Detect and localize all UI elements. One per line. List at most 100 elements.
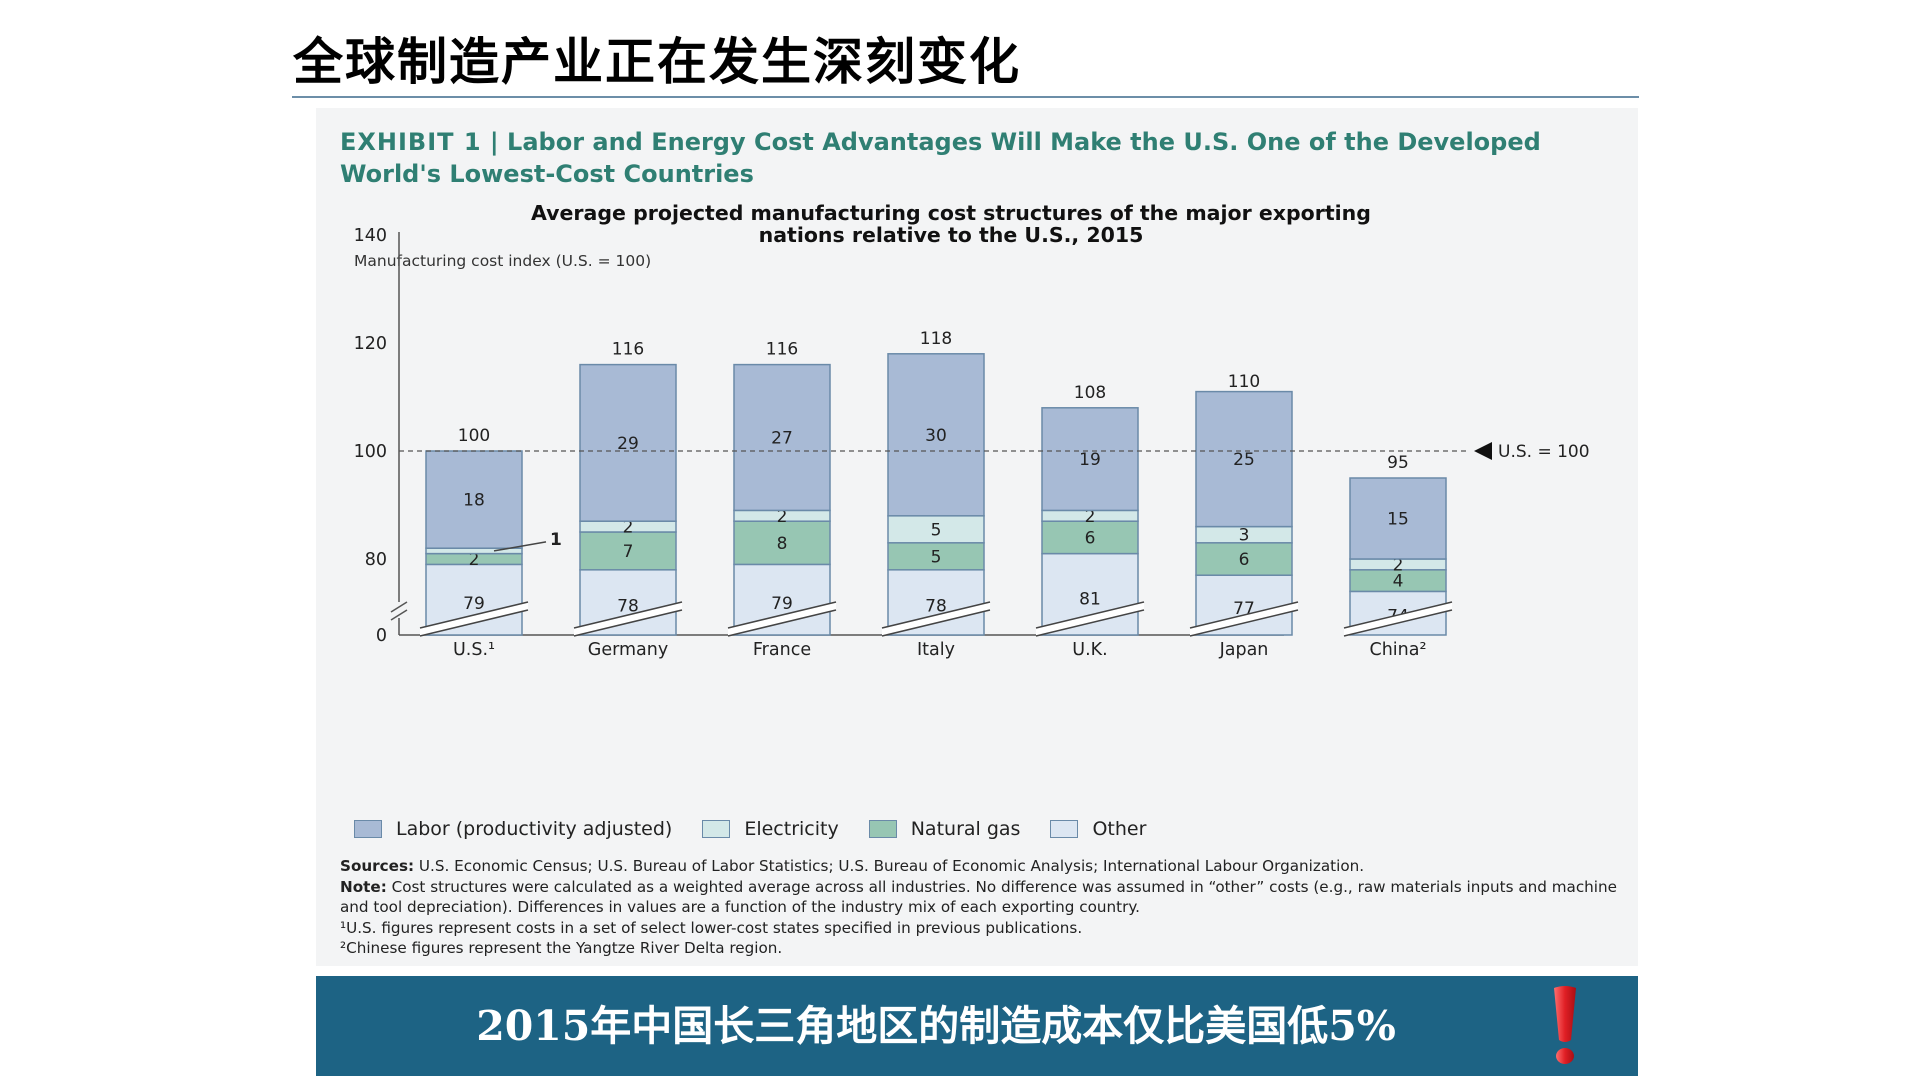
- chart-legend: Labor (productivity adjusted) Electricity…: [354, 818, 1176, 840]
- data-label: 2: [1085, 507, 1096, 527]
- data-label: 2: [777, 507, 788, 527]
- footnote-us: ¹U.S. figures represent costs in a set o…: [340, 918, 1083, 937]
- legend-item: Other: [1050, 818, 1146, 840]
- axis-break-mark: [727, 609, 837, 637]
- data-label: 2: [623, 518, 634, 538]
- axis-break-gap: [1344, 602, 1452, 636]
- y-tick-label: 100: [354, 442, 387, 462]
- x-tick-label: U.S.¹: [453, 640, 495, 660]
- note-line: Note: Cost structures were calculated as…: [340, 877, 1630, 918]
- axis-break-mark: [419, 601, 529, 629]
- total-label: 95: [1387, 453, 1409, 473]
- legend-swatch: [868, 820, 897, 838]
- data-label: 78: [925, 597, 947, 617]
- data-label: 3: [1239, 526, 1250, 546]
- axis-break-mark: [1189, 601, 1299, 629]
- data-label: 79: [771, 594, 793, 614]
- y-tick-label: 120: [354, 334, 387, 354]
- x-tick-label: China²: [1369, 640, 1426, 660]
- data-label: 7: [623, 542, 634, 562]
- total-label: 116: [766, 340, 798, 360]
- axis-break-mark: [390, 601, 408, 613]
- data-label: 18: [463, 491, 485, 511]
- axis-break-gap: [574, 602, 682, 636]
- axis-break-mark: [419, 609, 529, 637]
- x-tick-label: Germany: [588, 640, 668, 660]
- x-tick-label: Italy: [917, 640, 955, 660]
- data-label: 6: [1239, 550, 1250, 570]
- y-tick-label: 140: [354, 226, 387, 246]
- axis-break-mark: [573, 609, 683, 637]
- bar-segment: [1195, 390, 1293, 528]
- exhibit-heading: EXHIBIT 1 | Labor and Energy Cost Advant…: [340, 126, 1620, 190]
- exhibit-panel: EXHIBIT 1 | Labor and Energy Cost Advant…: [316, 108, 1638, 966]
- x-tick-label: U.K.: [1072, 640, 1107, 660]
- axis-break-gap: [1190, 602, 1298, 636]
- reference-label: U.S. = 100: [1498, 442, 1590, 462]
- data-label: 81: [1079, 589, 1101, 609]
- footnote-china: ²Chinese figures represent the Yangtze R…: [340, 939, 783, 957]
- bar-segment: [1349, 477, 1447, 560]
- legend-item: Labor (productivity adjusted): [354, 818, 672, 840]
- data-label: 29: [617, 434, 639, 454]
- total-label: 116: [612, 340, 644, 360]
- sources-text: U.S. Economic Census; U.S. Bureau of Lab…: [414, 857, 1365, 875]
- total-label: 108: [1074, 383, 1106, 403]
- chart-title: Average projected manufacturing cost str…: [531, 201, 1371, 247]
- bar-segment: [1041, 407, 1139, 512]
- legend-item: Natural gas: [868, 818, 1021, 840]
- legend-label: Natural gas: [910, 818, 1021, 840]
- legend-label: Electricity: [744, 818, 839, 840]
- note-text: Cost structures were calculated as a wei…: [340, 877, 1617, 917]
- axis-break-gap: [420, 602, 528, 636]
- axis-break-mark: [1343, 609, 1453, 637]
- callout-leader: [493, 541, 547, 552]
- exhibit-separator: |: [489, 128, 508, 156]
- axis-break-mark: [390, 609, 408, 621]
- total-label: 100: [458, 426, 490, 446]
- data-label: 78: [617, 597, 639, 617]
- data-label: 5: [931, 520, 942, 540]
- legend-label: Other: [1092, 818, 1147, 840]
- data-label: 2: [1393, 555, 1404, 575]
- chart-notes: Sources: U.S. Economic Census; U.S. Bure…: [340, 856, 1630, 959]
- data-label: 2: [469, 550, 480, 570]
- sources-line: Sources: U.S. Economic Census; U.S. Bure…: [340, 856, 1630, 877]
- axis-break-mark: [1343, 601, 1453, 629]
- reference-marker-icon: [1474, 442, 1492, 460]
- slide-title: 全球制造产业正在发生深刻变化: [293, 33, 1021, 91]
- axis-break-mark: [1189, 609, 1299, 637]
- legend-item: Electricity: [702, 818, 839, 840]
- bar-segment: [887, 515, 985, 544]
- bar-segment: [425, 450, 523, 549]
- legend-swatch: [354, 820, 382, 838]
- data-label: 5: [931, 547, 942, 567]
- axis-break-mark: [881, 609, 991, 637]
- exhibit-label: EXHIBIT 1: [340, 128, 482, 156]
- bar-segment: [579, 531, 677, 571]
- data-label: 30: [925, 426, 947, 446]
- conclusion-banner: 2015年中国长三角地区的制造成本仅比美国低5%: [316, 976, 1638, 1076]
- axis-break-mark: [727, 601, 837, 629]
- exclamation-icon: [1554, 986, 1576, 1064]
- legend-swatch: [702, 820, 731, 838]
- data-label: 19: [1079, 450, 1101, 470]
- note-label: Note:: [340, 877, 387, 896]
- legend-swatch: [1050, 820, 1079, 838]
- axis-break-mark: [573, 601, 683, 629]
- axis-break-mark: [1035, 601, 1145, 629]
- sources-label: Sources:: [340, 857, 415, 875]
- bar-segment: [733, 363, 831, 512]
- data-label: 6: [1085, 528, 1096, 548]
- total-label: 118: [920, 329, 952, 349]
- exhibit-title: Labor and Energy Cost Advantages Will Ma…: [340, 128, 1541, 188]
- bar-segment: [887, 542, 985, 571]
- x-tick-label: France: [753, 640, 811, 660]
- y-tick-label: 80: [365, 550, 387, 570]
- title-divider: [292, 96, 1639, 98]
- data-label: 15: [1387, 510, 1409, 530]
- axis-break-mark: [881, 601, 991, 629]
- total-label: 110: [1228, 372, 1260, 392]
- data-label: 25: [1233, 450, 1255, 470]
- bar-segment: [1195, 542, 1293, 576]
